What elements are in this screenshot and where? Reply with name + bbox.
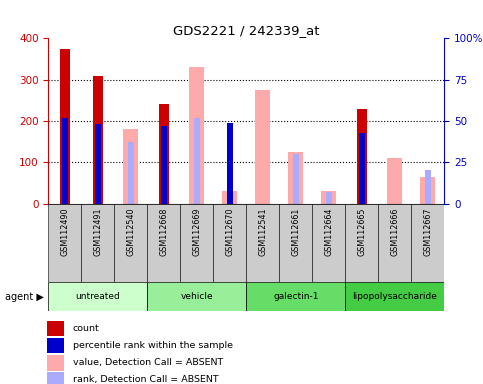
Bar [147, 282, 246, 311]
Text: GSM112668: GSM112668 [159, 207, 168, 256]
Bar [425, 170, 431, 204]
Bar [161, 126, 167, 204]
Bar [180, 204, 213, 282]
Bar [48, 282, 147, 311]
Text: GSM112541: GSM112541 [258, 207, 267, 256]
Bar [62, 118, 68, 204]
Bar [158, 104, 169, 204]
Bar [81, 204, 114, 282]
Bar [313, 204, 345, 282]
Text: untreated: untreated [75, 292, 120, 301]
Text: GSM112664: GSM112664 [325, 207, 333, 256]
Text: GSM112491: GSM112491 [93, 207, 102, 256]
Bar [412, 204, 444, 282]
Bar [123, 129, 138, 204]
Bar [345, 204, 378, 282]
Bar [387, 158, 402, 204]
Bar [345, 282, 444, 311]
Bar [293, 154, 299, 204]
Bar [326, 192, 332, 204]
Title: GDS2221 / 242339_at: GDS2221 / 242339_at [173, 24, 320, 37]
Bar [59, 49, 70, 204]
Text: GSM112670: GSM112670 [226, 207, 234, 256]
Bar [47, 372, 64, 384]
Bar [279, 204, 313, 282]
Text: GSM112490: GSM112490 [60, 207, 69, 256]
Bar [420, 177, 435, 204]
Text: GSM112540: GSM112540 [127, 207, 135, 256]
Bar [93, 76, 103, 204]
Text: lipopolysaccharide: lipopolysaccharide [353, 292, 437, 301]
Text: rank, Detection Call = ABSENT: rank, Detection Call = ABSENT [72, 375, 218, 384]
Bar [356, 109, 367, 204]
Bar [213, 204, 246, 282]
Bar [147, 204, 180, 282]
Bar [246, 282, 345, 311]
Text: vehicle: vehicle [181, 292, 213, 301]
Text: GSM112665: GSM112665 [357, 207, 366, 256]
Bar [47, 321, 64, 336]
Bar [222, 191, 237, 204]
Bar [48, 204, 81, 282]
Bar [227, 122, 233, 204]
Bar [256, 90, 270, 204]
Bar [321, 191, 336, 204]
Bar [288, 152, 303, 204]
Bar [47, 338, 64, 353]
Bar [114, 204, 147, 282]
Bar [227, 175, 233, 204]
Bar [359, 132, 365, 204]
Bar [246, 204, 279, 282]
Text: GSM112667: GSM112667 [424, 207, 432, 256]
Bar [194, 118, 200, 204]
Bar [47, 355, 64, 371]
Text: GSM112666: GSM112666 [390, 207, 399, 256]
Bar [128, 142, 134, 204]
Bar [378, 204, 412, 282]
Text: GSM112661: GSM112661 [291, 207, 300, 256]
Text: galectin-1: galectin-1 [273, 292, 319, 301]
Bar [189, 67, 204, 204]
Text: value, Detection Call = ABSENT: value, Detection Call = ABSENT [72, 358, 223, 367]
Text: percentile rank within the sample: percentile rank within the sample [72, 341, 233, 350]
Bar [95, 124, 101, 204]
Text: count: count [72, 324, 99, 333]
Text: GSM112669: GSM112669 [192, 207, 201, 256]
Text: agent ▶: agent ▶ [5, 291, 43, 302]
